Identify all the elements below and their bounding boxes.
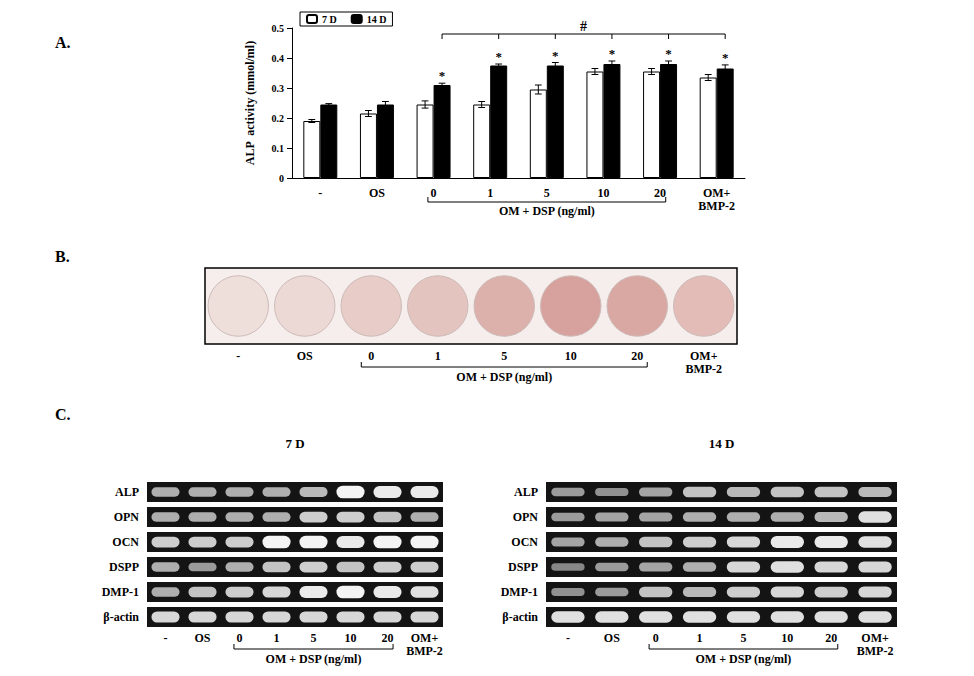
svg-text:-: - — [236, 349, 240, 363]
svg-text:*: * — [609, 46, 616, 61]
svg-text:OS: OS — [369, 186, 385, 200]
svg-text:-: - — [164, 631, 168, 645]
svg-text:#: # — [580, 19, 587, 34]
svg-text:OS: OS — [194, 631, 210, 645]
svg-text:0: 0 — [237, 631, 243, 645]
svg-text:BMP-2: BMP-2 — [698, 199, 735, 213]
svg-text:β-actin: β-actin — [103, 610, 139, 624]
svg-text:OM+: OM+ — [703, 186, 731, 200]
svg-text:5: 5 — [311, 631, 317, 645]
svg-text:14 D: 14 D — [709, 436, 735, 451]
svg-text:0.3: 0.3 — [272, 83, 285, 94]
svg-text:OM+BMP-2: OM+BMP-2 — [685, 349, 722, 376]
svg-text:-: - — [318, 186, 322, 200]
svg-text:7 D: 7 D — [285, 436, 304, 451]
svg-text:A.: A. — [55, 34, 71, 51]
svg-text:OM + DSP (ng/ml): OM + DSP (ng/ml) — [266, 652, 362, 666]
svg-text:1: 1 — [697, 631, 703, 645]
svg-text:1: 1 — [487, 186, 493, 200]
svg-text:0.1: 0.1 — [272, 143, 285, 154]
svg-text:0: 0 — [279, 173, 284, 184]
svg-text:*: * — [665, 46, 672, 61]
svg-text:ALP: ALP — [115, 485, 139, 499]
svg-text:0: 0 — [368, 349, 374, 363]
svg-text:OS: OS — [604, 631, 620, 645]
svg-text:1: 1 — [435, 349, 441, 363]
svg-text:20: 20 — [382, 631, 394, 645]
svg-text:0: 0 — [431, 186, 437, 200]
svg-text:OM + DSP (ng/ml): OM + DSP (ng/ml) — [499, 204, 595, 218]
svg-text:5: 5 — [501, 349, 507, 363]
svg-text:0.5: 0.5 — [272, 23, 285, 34]
svg-text:10: 10 — [565, 349, 577, 363]
svg-text:OM + DSP (ng/ml): OM + DSP (ng/ml) — [456, 370, 552, 384]
svg-text:*: * — [439, 68, 446, 83]
svg-text:OM+BMP-2: OM+BMP-2 — [406, 631, 443, 658]
svg-text:*: * — [722, 50, 729, 65]
svg-text:*: * — [495, 49, 502, 64]
svg-text:DMP-1: DMP-1 — [501, 585, 538, 599]
svg-text:0: 0 — [653, 631, 659, 645]
svg-text:-: - — [566, 631, 570, 645]
svg-text:OM+BMP-2: OM+BMP-2 — [857, 631, 894, 658]
svg-text:β-actin: β-actin — [502, 610, 538, 624]
svg-text:0.4: 0.4 — [272, 53, 285, 64]
svg-text:OCN: OCN — [511, 535, 538, 549]
svg-text:14 D: 14 D — [367, 14, 387, 25]
svg-text:10: 10 — [781, 631, 793, 645]
svg-text:OS: OS — [297, 349, 313, 363]
svg-text:20: 20 — [825, 631, 837, 645]
svg-text:5: 5 — [544, 186, 550, 200]
svg-text:DSPP: DSPP — [109, 560, 139, 574]
svg-text:ALP activity (mmol/ml): ALP activity (mmol/ml) — [243, 41, 257, 165]
svg-text:20: 20 — [654, 186, 666, 200]
svg-text:DMP-1: DMP-1 — [102, 585, 139, 599]
svg-text:OCN: OCN — [112, 535, 139, 549]
svg-text:B.: B. — [55, 248, 70, 265]
svg-text:5: 5 — [740, 631, 746, 645]
svg-text:OPN: OPN — [114, 510, 140, 524]
svg-text:20: 20 — [631, 349, 643, 363]
svg-text:C.: C. — [55, 406, 71, 423]
svg-text:ALP: ALP — [514, 485, 538, 499]
svg-text:7 D: 7 D — [322, 14, 337, 25]
svg-text:0.2: 0.2 — [272, 113, 285, 124]
svg-text:10: 10 — [345, 631, 357, 645]
svg-text:*: * — [552, 48, 559, 63]
svg-text:OM + DSP (ng/ml): OM + DSP (ng/ml) — [696, 652, 792, 666]
svg-text:OPN: OPN — [513, 510, 539, 524]
svg-text:10: 10 — [597, 186, 609, 200]
svg-text:DSPP: DSPP — [508, 560, 538, 574]
svg-text:1: 1 — [274, 631, 280, 645]
